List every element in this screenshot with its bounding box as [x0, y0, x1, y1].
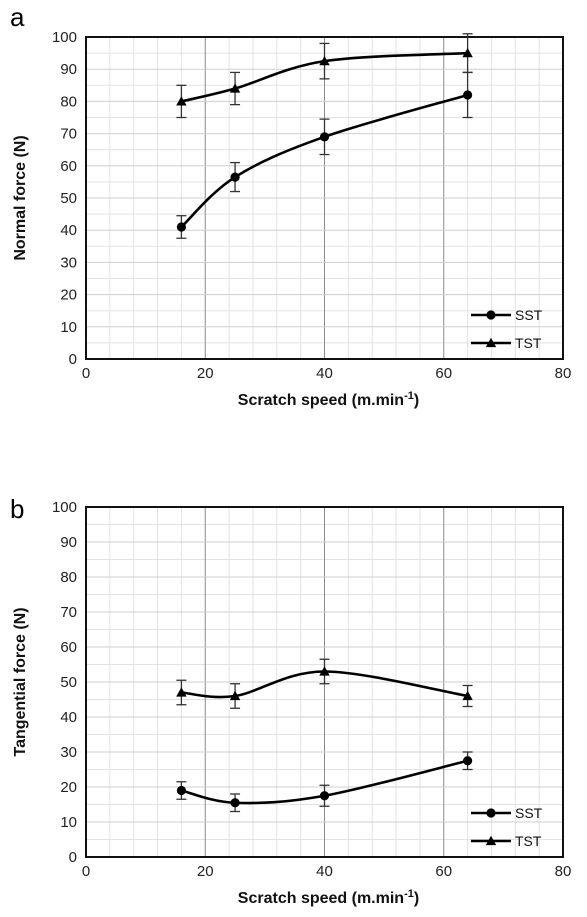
y-tick-label: 40 [60, 222, 77, 239]
y-tick-label: 100 [52, 499, 77, 516]
data-point [319, 132, 330, 142]
y-axis-title: Normal force (N) [12, 135, 29, 260]
data-point [462, 47, 473, 58]
legend-marker [485, 337, 497, 348]
y-tick-label: 0 [69, 351, 77, 368]
series-sst [176, 751, 473, 813]
y-tick-label: 20 [60, 287, 77, 304]
data-point [319, 55, 330, 66]
data-point [230, 172, 240, 182]
legend-label: SST [515, 307, 543, 323]
data-point [463, 756, 473, 766]
y-tick-label: 50 [60, 190, 77, 207]
y-tick-label: 80 [60, 93, 77, 110]
y-tick-label: 30 [60, 254, 77, 271]
series-tst [176, 33, 473, 119]
series-sst [176, 71, 473, 239]
y-tick-label: 90 [60, 61, 77, 78]
y-tick-label: 20 [60, 779, 77, 796]
legend-marker [486, 808, 496, 818]
x-tick-label: 0 [82, 365, 90, 382]
data-point [229, 83, 241, 93]
data-point [230, 798, 240, 808]
series-line [180, 93, 468, 228]
series-tst [176, 658, 473, 709]
y-axis-title: Tangential force (N) [12, 607, 29, 756]
data-point [319, 791, 330, 801]
y-tick-label: 70 [60, 126, 77, 143]
data-point [176, 687, 187, 697]
x-tick-label: 40 [316, 863, 333, 880]
x-tick-label: 40 [316, 365, 333, 382]
x-axis-title: Scratch speed (m.min-1) [238, 888, 419, 907]
y-tick-label: 60 [60, 639, 77, 656]
y-tick-label: 50 [60, 674, 77, 691]
y-tick-label: 90 [60, 534, 77, 551]
y-tick-label: 10 [60, 319, 77, 336]
x-tick-label: 60 [435, 863, 452, 880]
data-point [176, 96, 187, 106]
x-tick-label: 60 [435, 365, 452, 382]
plot-frame [85, 36, 564, 360]
chart-panel-b: b 0 10 20 30 40 50 60 70 80 90 100 0 20 40 60 80 Scratch … [10, 494, 571, 907]
data-point [176, 222, 186, 232]
y-tick-label: 30 [60, 744, 77, 761]
plot-frame [85, 506, 564, 858]
y-tick-label: 80 [60, 569, 77, 586]
data-point [462, 690, 473, 701]
series-line [181, 759, 468, 805]
panel-letter: b [10, 494, 24, 524]
x-axis-title: Scratch speed (m.min-1) [238, 390, 419, 409]
data-point [229, 690, 241, 701]
y-tick-label: 0 [69, 849, 77, 866]
y-tick-label: 60 [60, 158, 77, 175]
y-tick-label: 70 [60, 604, 77, 621]
panel-letter: a [10, 2, 25, 32]
x-tick-label: 80 [555, 863, 572, 880]
legend: SST TST [471, 805, 543, 849]
x-tick-label: 20 [197, 365, 214, 382]
series-line [181, 51, 468, 103]
x-tick-label: 20 [197, 863, 214, 880]
legend: SST TST [471, 307, 543, 351]
legend-label: TST [515, 833, 542, 849]
data-point [463, 90, 473, 100]
y-tick-label: 40 [60, 709, 77, 726]
legend-label: SST [515, 805, 543, 821]
data-point [176, 785, 186, 796]
legend-label: TST [515, 335, 542, 351]
x-tick-label: 0 [82, 863, 90, 880]
legend-marker [485, 835, 497, 846]
chart-panel-a: a 0 10 20 30 40 50 60 70 80 90 100 0 20 40 60 80 Scratch … [10, 2, 571, 409]
x-tick-label: 80 [555, 365, 572, 382]
data-point [319, 666, 330, 676]
gridlines [86, 37, 563, 359]
y-tick-label: 10 [60, 814, 77, 831]
series-line [181, 670, 468, 699]
y-tick-label: 100 [52, 29, 77, 46]
legend-marker [486, 310, 496, 320]
